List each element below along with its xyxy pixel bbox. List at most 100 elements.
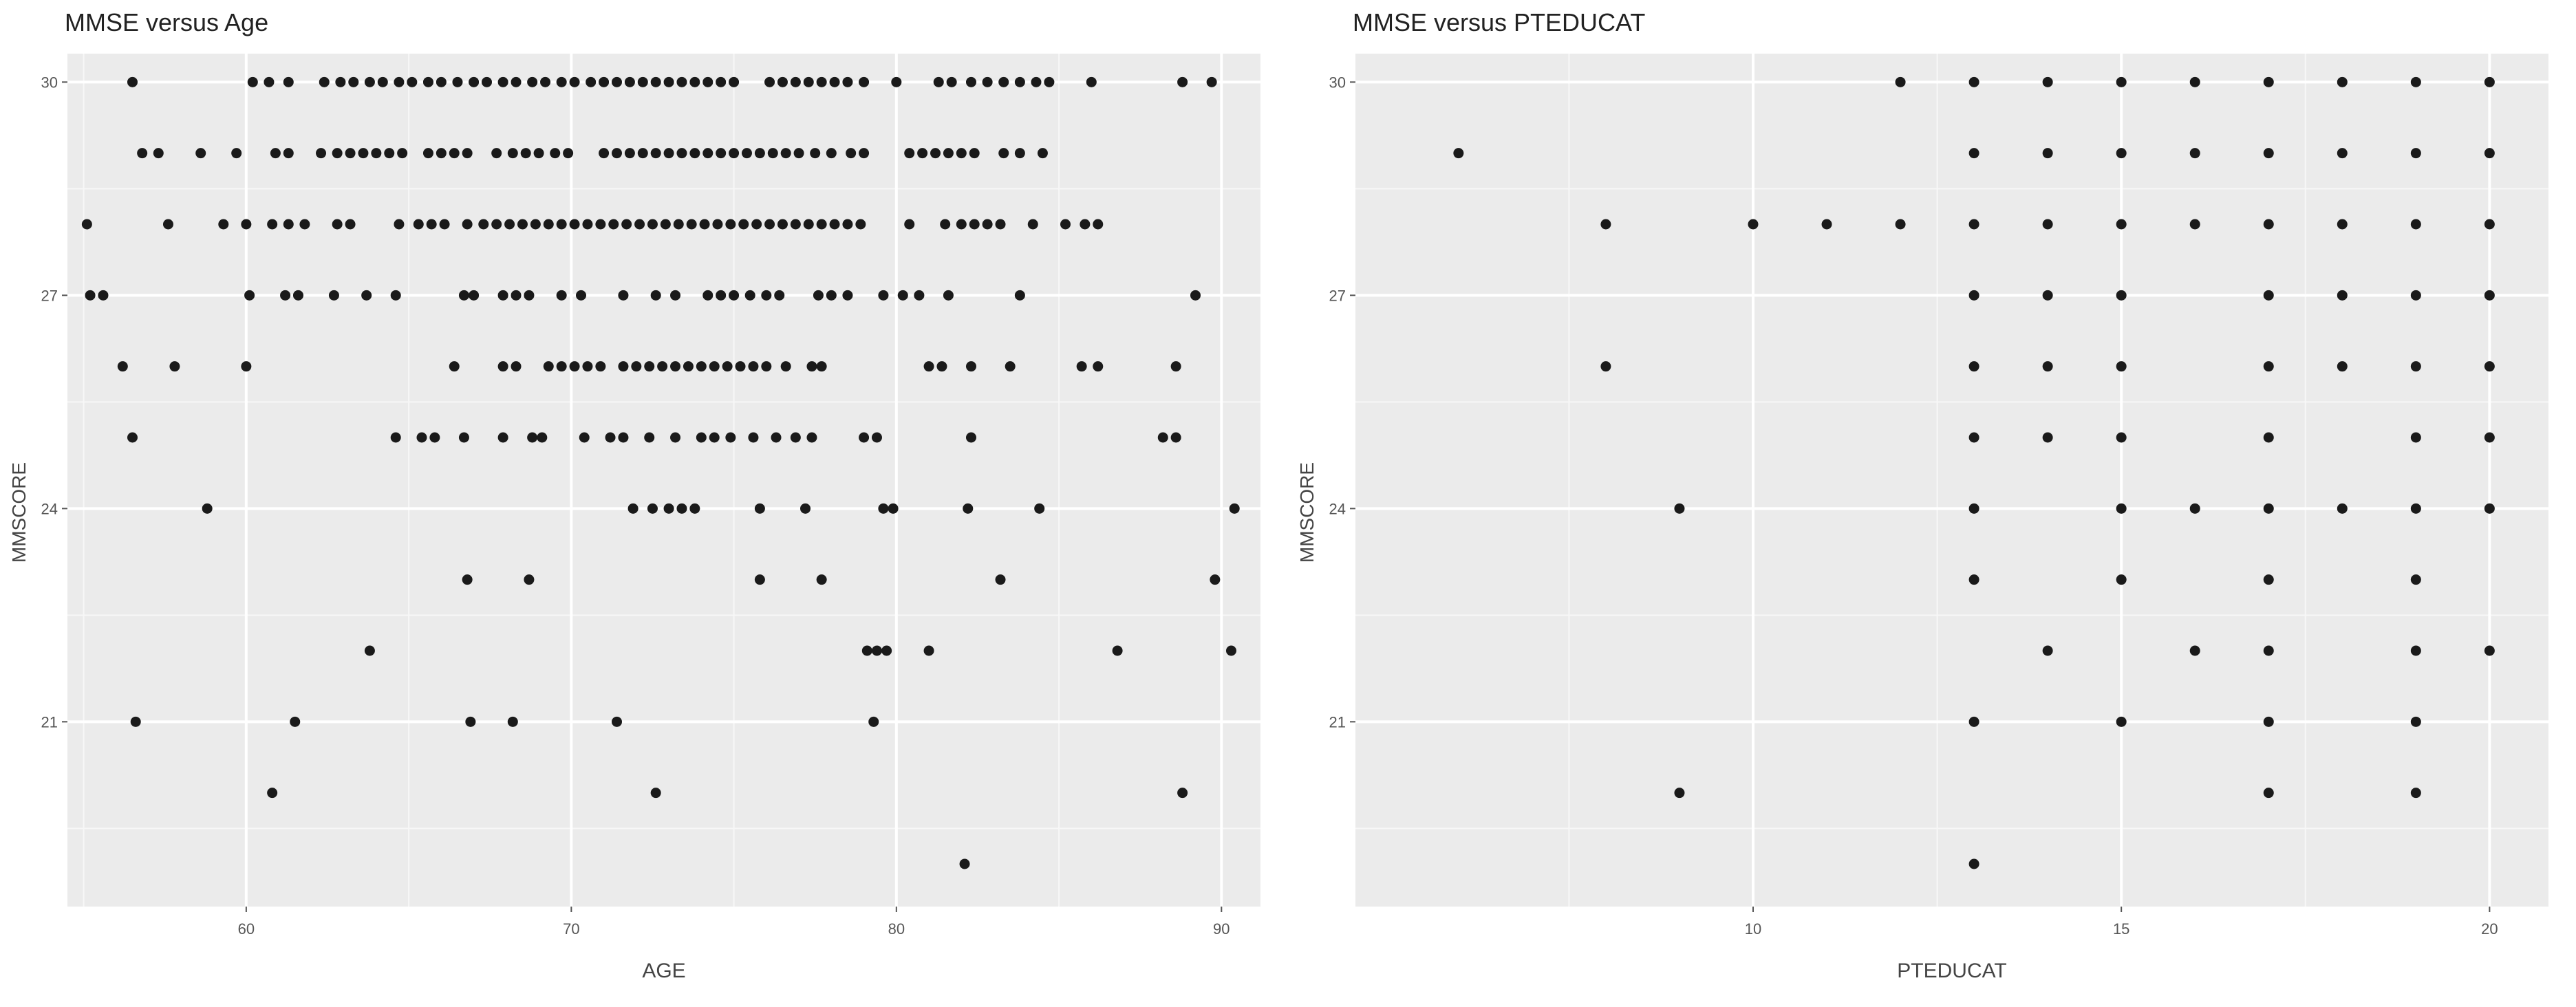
data-point: [803, 76, 814, 87]
data-point: [1206, 76, 1217, 87]
data-point: [702, 148, 713, 159]
plot-background: [67, 54, 1260, 907]
data-point: [117, 361, 128, 372]
data-point: [394, 76, 405, 87]
data-point: [283, 148, 294, 159]
data-point: [2263, 574, 2274, 585]
data-point: [319, 76, 330, 87]
data-point: [712, 219, 723, 230]
data-point: [826, 148, 837, 159]
data-point: [81, 219, 92, 230]
y-tick-label: 21: [41, 713, 58, 730]
data-point: [153, 148, 164, 159]
data-point: [965, 76, 976, 87]
data-point: [2263, 290, 2274, 301]
data-point: [686, 219, 697, 230]
data-point: [497, 361, 508, 372]
data-point: [888, 503, 899, 514]
data-point: [1210, 574, 1221, 585]
data-point: [390, 290, 401, 301]
data-point: [2116, 432, 2127, 443]
data-point: [497, 290, 508, 301]
data-point: [579, 432, 590, 443]
data-point: [2189, 76, 2200, 87]
data-point: [1177, 788, 1188, 799]
data-point: [878, 503, 889, 514]
data-point: [1674, 788, 1685, 799]
data-point: [2263, 716, 2274, 727]
data-point: [2263, 361, 2274, 372]
data-point: [963, 503, 974, 514]
y-tick-label: 30: [41, 74, 58, 91]
data-point: [390, 432, 401, 443]
data-point: [241, 219, 252, 230]
data-point: [2410, 788, 2421, 799]
data-point: [631, 361, 642, 372]
y-tick-label: 27: [1329, 287, 1346, 304]
data-point: [624, 148, 635, 159]
data-point: [556, 361, 567, 372]
data-point: [507, 716, 518, 727]
data-point: [806, 361, 817, 372]
data-point: [618, 432, 629, 443]
data-point: [2410, 432, 2421, 443]
data-point: [2263, 645, 2274, 656]
data-point: [741, 148, 752, 159]
data-point: [422, 148, 433, 159]
data-point: [335, 76, 346, 87]
data-point: [1968, 148, 1979, 159]
data-point: [2410, 76, 2421, 87]
data-point: [637, 148, 648, 159]
y-tick-label: 24: [41, 500, 58, 517]
data-point: [995, 219, 1006, 230]
data-point: [855, 219, 866, 230]
data-point: [1034, 503, 1045, 514]
data-point: [2116, 290, 2127, 301]
data-point: [537, 432, 548, 443]
data-point: [777, 76, 788, 87]
data-point: [676, 148, 687, 159]
data-point: [270, 148, 281, 159]
data-point: [416, 432, 427, 443]
data-point: [748, 361, 759, 372]
data-point: [936, 361, 947, 372]
data-point: [780, 148, 791, 159]
data-point: [709, 432, 720, 443]
data-point: [780, 361, 791, 372]
data-point: [676, 76, 687, 87]
data-point: [644, 432, 655, 443]
data-point: [1453, 148, 1464, 159]
data-point: [1600, 361, 1611, 372]
data-point: [1895, 76, 1906, 87]
x-tick-label: 90: [1213, 920, 1230, 938]
data-point: [316, 148, 327, 159]
data-point: [904, 219, 915, 230]
data-point: [2484, 290, 2495, 301]
data-point: [1895, 219, 1906, 230]
data-point: [689, 148, 700, 159]
data-point: [956, 219, 967, 230]
data-point: [2337, 503, 2348, 514]
data-point: [2484, 148, 2495, 159]
data-point: [569, 76, 580, 87]
x-tick-label: 80: [888, 920, 905, 938]
data-point: [1037, 148, 1048, 159]
data-point: [497, 76, 508, 87]
data-point: [1968, 574, 1979, 585]
data-point: [1968, 219, 1979, 230]
data-point: [267, 788, 278, 799]
data-point: [2410, 574, 2421, 585]
data-point: [644, 361, 655, 372]
data-point: [982, 76, 993, 87]
data-point: [332, 148, 343, 159]
data-point: [754, 574, 765, 585]
data-point: [777, 219, 788, 230]
data-point: [2484, 219, 2495, 230]
data-point: [1748, 219, 1759, 230]
data-point: [586, 76, 597, 87]
data-point: [422, 76, 433, 87]
data-point: [647, 219, 658, 230]
data-point: [563, 148, 574, 159]
data-point: [543, 219, 554, 230]
data-point: [469, 76, 480, 87]
